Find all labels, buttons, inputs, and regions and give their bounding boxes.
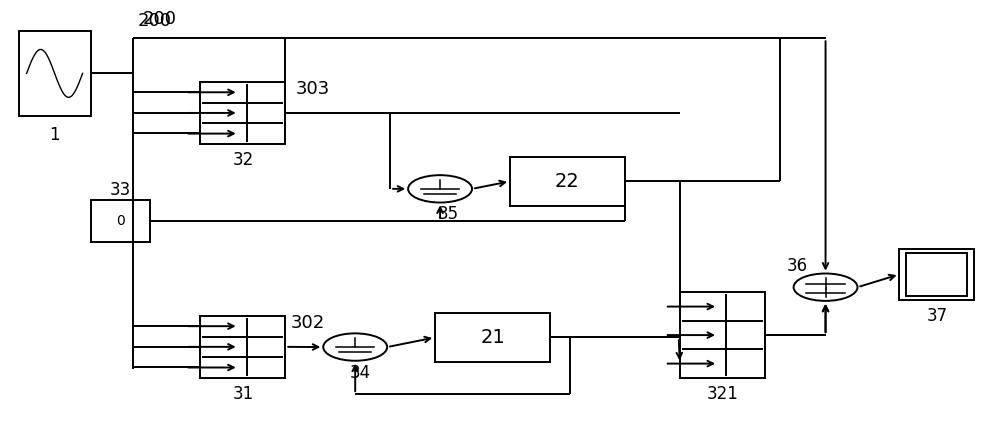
Text: 22: 22 [555, 172, 580, 191]
Text: 0: 0 [116, 214, 125, 228]
Text: 302: 302 [290, 314, 325, 332]
Text: 200: 200 [138, 12, 172, 30]
Bar [510, 157, 625, 206]
Text: 32: 32 [232, 151, 253, 169]
Text: 200: 200 [142, 9, 176, 27]
Bar [680, 292, 765, 378]
Text: 34: 34 [350, 364, 371, 382]
Text: 1: 1 [49, 127, 60, 145]
Circle shape [408, 175, 472, 202]
Text: 33: 33 [110, 181, 131, 199]
Text: 36: 36 [787, 257, 808, 275]
Text: 37: 37 [926, 307, 947, 325]
Text: 21: 21 [480, 328, 505, 347]
Bar [906, 253, 967, 296]
Bar [19, 30, 91, 116]
Text: 35: 35 [438, 205, 459, 224]
Text: 31: 31 [232, 385, 253, 403]
Bar [435, 313, 550, 362]
Bar [91, 199, 150, 242]
Bar [200, 316, 285, 378]
Text: 321: 321 [706, 385, 738, 403]
Circle shape [323, 333, 387, 361]
Text: 303: 303 [295, 80, 330, 98]
Bar [899, 249, 974, 300]
Circle shape [794, 274, 858, 301]
Bar [200, 82, 285, 144]
